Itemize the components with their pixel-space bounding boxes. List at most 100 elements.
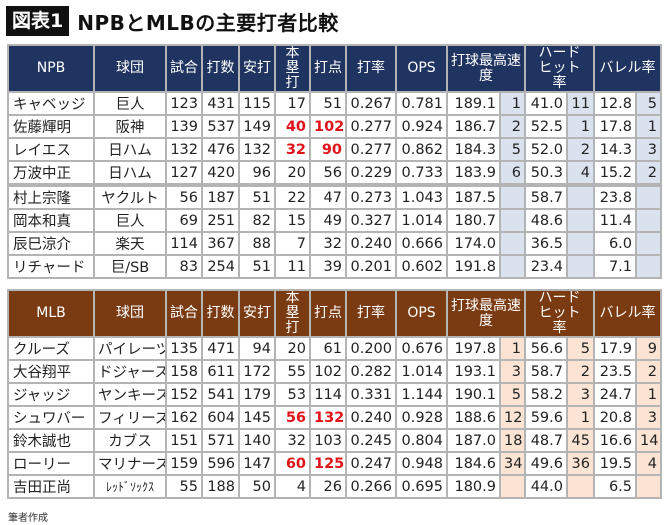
cell-max-exit-velo: 197.8 xyxy=(446,336,501,361)
cell-home-runs: 20 xyxy=(274,336,311,361)
cell-avg: 0.201 xyxy=(345,254,397,279)
cell-avg: 0.266 xyxy=(345,474,397,499)
cell-hard-hit-rank: 36 xyxy=(566,451,595,476)
npb-table: NPB 球団 試合 打数 安打 本塁打 打点 打率 OPS 打球最高速度 ハードヒット率 バレル率 キャ… xyxy=(7,44,662,279)
cell-ops: 0.733 xyxy=(395,160,448,186)
cell-hard-hit: 23.4 xyxy=(524,254,568,279)
cell-ops: 0.862 xyxy=(395,137,448,162)
cell-at-bats: 431 xyxy=(201,91,240,116)
table-row: 辰巳涼介 楽天 114 367 88 7 32 0.240 0.666 174.0 36.5 6.0 xyxy=(7,231,662,256)
cell-ops: 0.666 xyxy=(395,231,448,256)
table-row: 大谷翔平 ドジャース 158 611 172 55 102 0.282 1.014 193.1 3 5… xyxy=(7,359,662,384)
cell-barrel: 7.1 xyxy=(593,254,637,279)
cell-hits: 96 xyxy=(238,160,276,186)
cell-barrel-rank xyxy=(635,208,662,233)
cell-barrel-rank: 9 xyxy=(635,336,662,361)
header-rbi: 打点 xyxy=(309,44,347,93)
cell-max-exit-velo-rank xyxy=(499,254,526,279)
cell-ops: 1.144 xyxy=(395,382,448,407)
cell-ops: 0.928 xyxy=(395,405,448,430)
cell-at-bats: 541 xyxy=(201,382,240,407)
cell-max-exit-velo: 174.0 xyxy=(446,231,501,256)
cell-at-bats: 188 xyxy=(201,474,240,499)
header-ops: OPS xyxy=(395,289,448,338)
cell-home-runs: 40 xyxy=(274,114,311,139)
cell-hard-hit-rank: 2 xyxy=(566,137,595,162)
cell-rbi: 56 xyxy=(309,160,347,186)
cell-team: パイレーツ xyxy=(93,336,167,361)
cell-hard-hit: 41.0 xyxy=(524,91,568,116)
table-row: 万波中正 日ハム 127 420 96 20 56 0.229 0.733 183.9 6 50.3 4… xyxy=(7,160,662,186)
cell-player: クルーズ xyxy=(7,336,95,361)
cell-games: 159 xyxy=(165,451,203,476)
cell-player: シュワバー xyxy=(7,405,95,430)
cell-hard-hit: 48.6 xyxy=(524,208,568,233)
table-row: 佐藤輝明 阪神 139 537 149 40 102 0.277 0.924 186.7 2 52.5… xyxy=(7,114,662,139)
cell-avg: 0.245 xyxy=(345,428,397,453)
cell-player: 大谷翔平 xyxy=(7,359,95,384)
cell-max-exit-velo-rank: 5 xyxy=(499,137,526,162)
cell-ops: 1.014 xyxy=(395,208,448,233)
cell-player: 岡本和真 xyxy=(7,208,95,233)
cell-max-exit-velo-rank xyxy=(499,231,526,256)
cell-at-bats: 537 xyxy=(201,114,240,139)
cell-team: ﾚｯﾄﾞｿｯｸｽ xyxy=(93,474,167,499)
cell-max-exit-velo-rank xyxy=(499,183,526,210)
cell-avg: 0.267 xyxy=(345,91,397,116)
cell-max-exit-velo-rank: 34 xyxy=(499,451,526,476)
cell-team: 巨人 xyxy=(93,91,167,116)
header-max-exit-velo: 打球最高速度 xyxy=(446,289,526,338)
cell-at-bats: 611 xyxy=(201,359,240,384)
cell-team: フィリーズ xyxy=(93,405,167,430)
cell-barrel-rank: 2 xyxy=(635,160,662,186)
cell-max-exit-velo: 189.1 xyxy=(446,91,501,116)
cell-hits: 179 xyxy=(238,382,276,407)
cell-max-exit-velo: 191.8 xyxy=(446,254,501,279)
cell-max-exit-velo: 184.3 xyxy=(446,137,501,162)
cell-home-runs: 4 xyxy=(274,474,311,499)
header-games: 試合 xyxy=(165,44,203,93)
cell-hard-hit-rank: 1 xyxy=(566,405,595,430)
cell-team: 巨/SB xyxy=(93,254,167,279)
cell-hits: 94 xyxy=(238,336,276,361)
cell-at-bats: 571 xyxy=(201,428,240,453)
cell-player: 吉田正尚 xyxy=(7,474,95,499)
cell-hard-hit-rank: 45 xyxy=(566,428,595,453)
cell-team: カブス xyxy=(93,428,167,453)
cell-hits: 51 xyxy=(238,183,276,210)
cell-avg: 0.240 xyxy=(345,231,397,256)
cell-home-runs: 56 xyxy=(274,405,311,430)
cell-hard-hit-rank: 11 xyxy=(566,91,595,116)
cell-max-exit-velo-rank: 12 xyxy=(499,405,526,430)
cell-hard-hit-rank: 4 xyxy=(566,160,595,186)
cell-hard-hit: 44.0 xyxy=(524,474,568,499)
header-hard-hit-rate: ハードヒット率 xyxy=(524,289,595,338)
cell-max-exit-velo: 190.1 xyxy=(446,382,501,407)
table-row: ジャッジ ヤンキース 152 541 179 53 114 0.331 1.144 190.1 5 5… xyxy=(7,382,662,407)
figure-title: 図表1 NPBとMLBの主要打者比較 xyxy=(6,6,339,36)
mlb-table: MLB 球団 試合 打数 安打 本塁打 打点 打率 OPS 打球最高速度 ハードヒット率 バレル率 クル… xyxy=(7,289,662,499)
header-row: MLB 球団 試合 打数 安打 本塁打 打点 打率 OPS 打球最高速度 ハードヒット率 バレル率 xyxy=(7,289,662,338)
cell-rbi: 125 xyxy=(309,451,347,476)
header-home-runs: 本塁打 xyxy=(274,44,311,93)
cell-hits: 132 xyxy=(238,137,276,162)
cell-team: マリナーズ xyxy=(93,451,167,476)
cell-rbi: 26 xyxy=(309,474,347,499)
cell-hard-hit-rank xyxy=(566,208,595,233)
cell-team: ヤクルト xyxy=(93,183,167,210)
cell-barrel-rank xyxy=(635,474,662,499)
cell-avg: 0.229 xyxy=(345,160,397,186)
cell-max-exit-velo: 184.6 xyxy=(446,451,501,476)
cell-games: 152 xyxy=(165,382,203,407)
cell-barrel: 20.8 xyxy=(593,405,637,430)
cell-rbi: 39 xyxy=(309,254,347,279)
cell-barrel-rank xyxy=(635,231,662,256)
cell-player: ジャッジ xyxy=(7,382,95,407)
cell-barrel-rank: 1 xyxy=(635,382,662,407)
cell-hits: 51 xyxy=(238,254,276,279)
table-row: 岡本和真 巨人 69 251 82 15 49 0.327 1.014 180.7 48.6 11.4 xyxy=(7,208,662,233)
cell-max-exit-velo: 186.7 xyxy=(446,114,501,139)
cell-hard-hit-rank xyxy=(566,231,595,256)
cell-barrel-rank: 3 xyxy=(635,405,662,430)
cell-barrel: 6.0 xyxy=(593,231,637,256)
